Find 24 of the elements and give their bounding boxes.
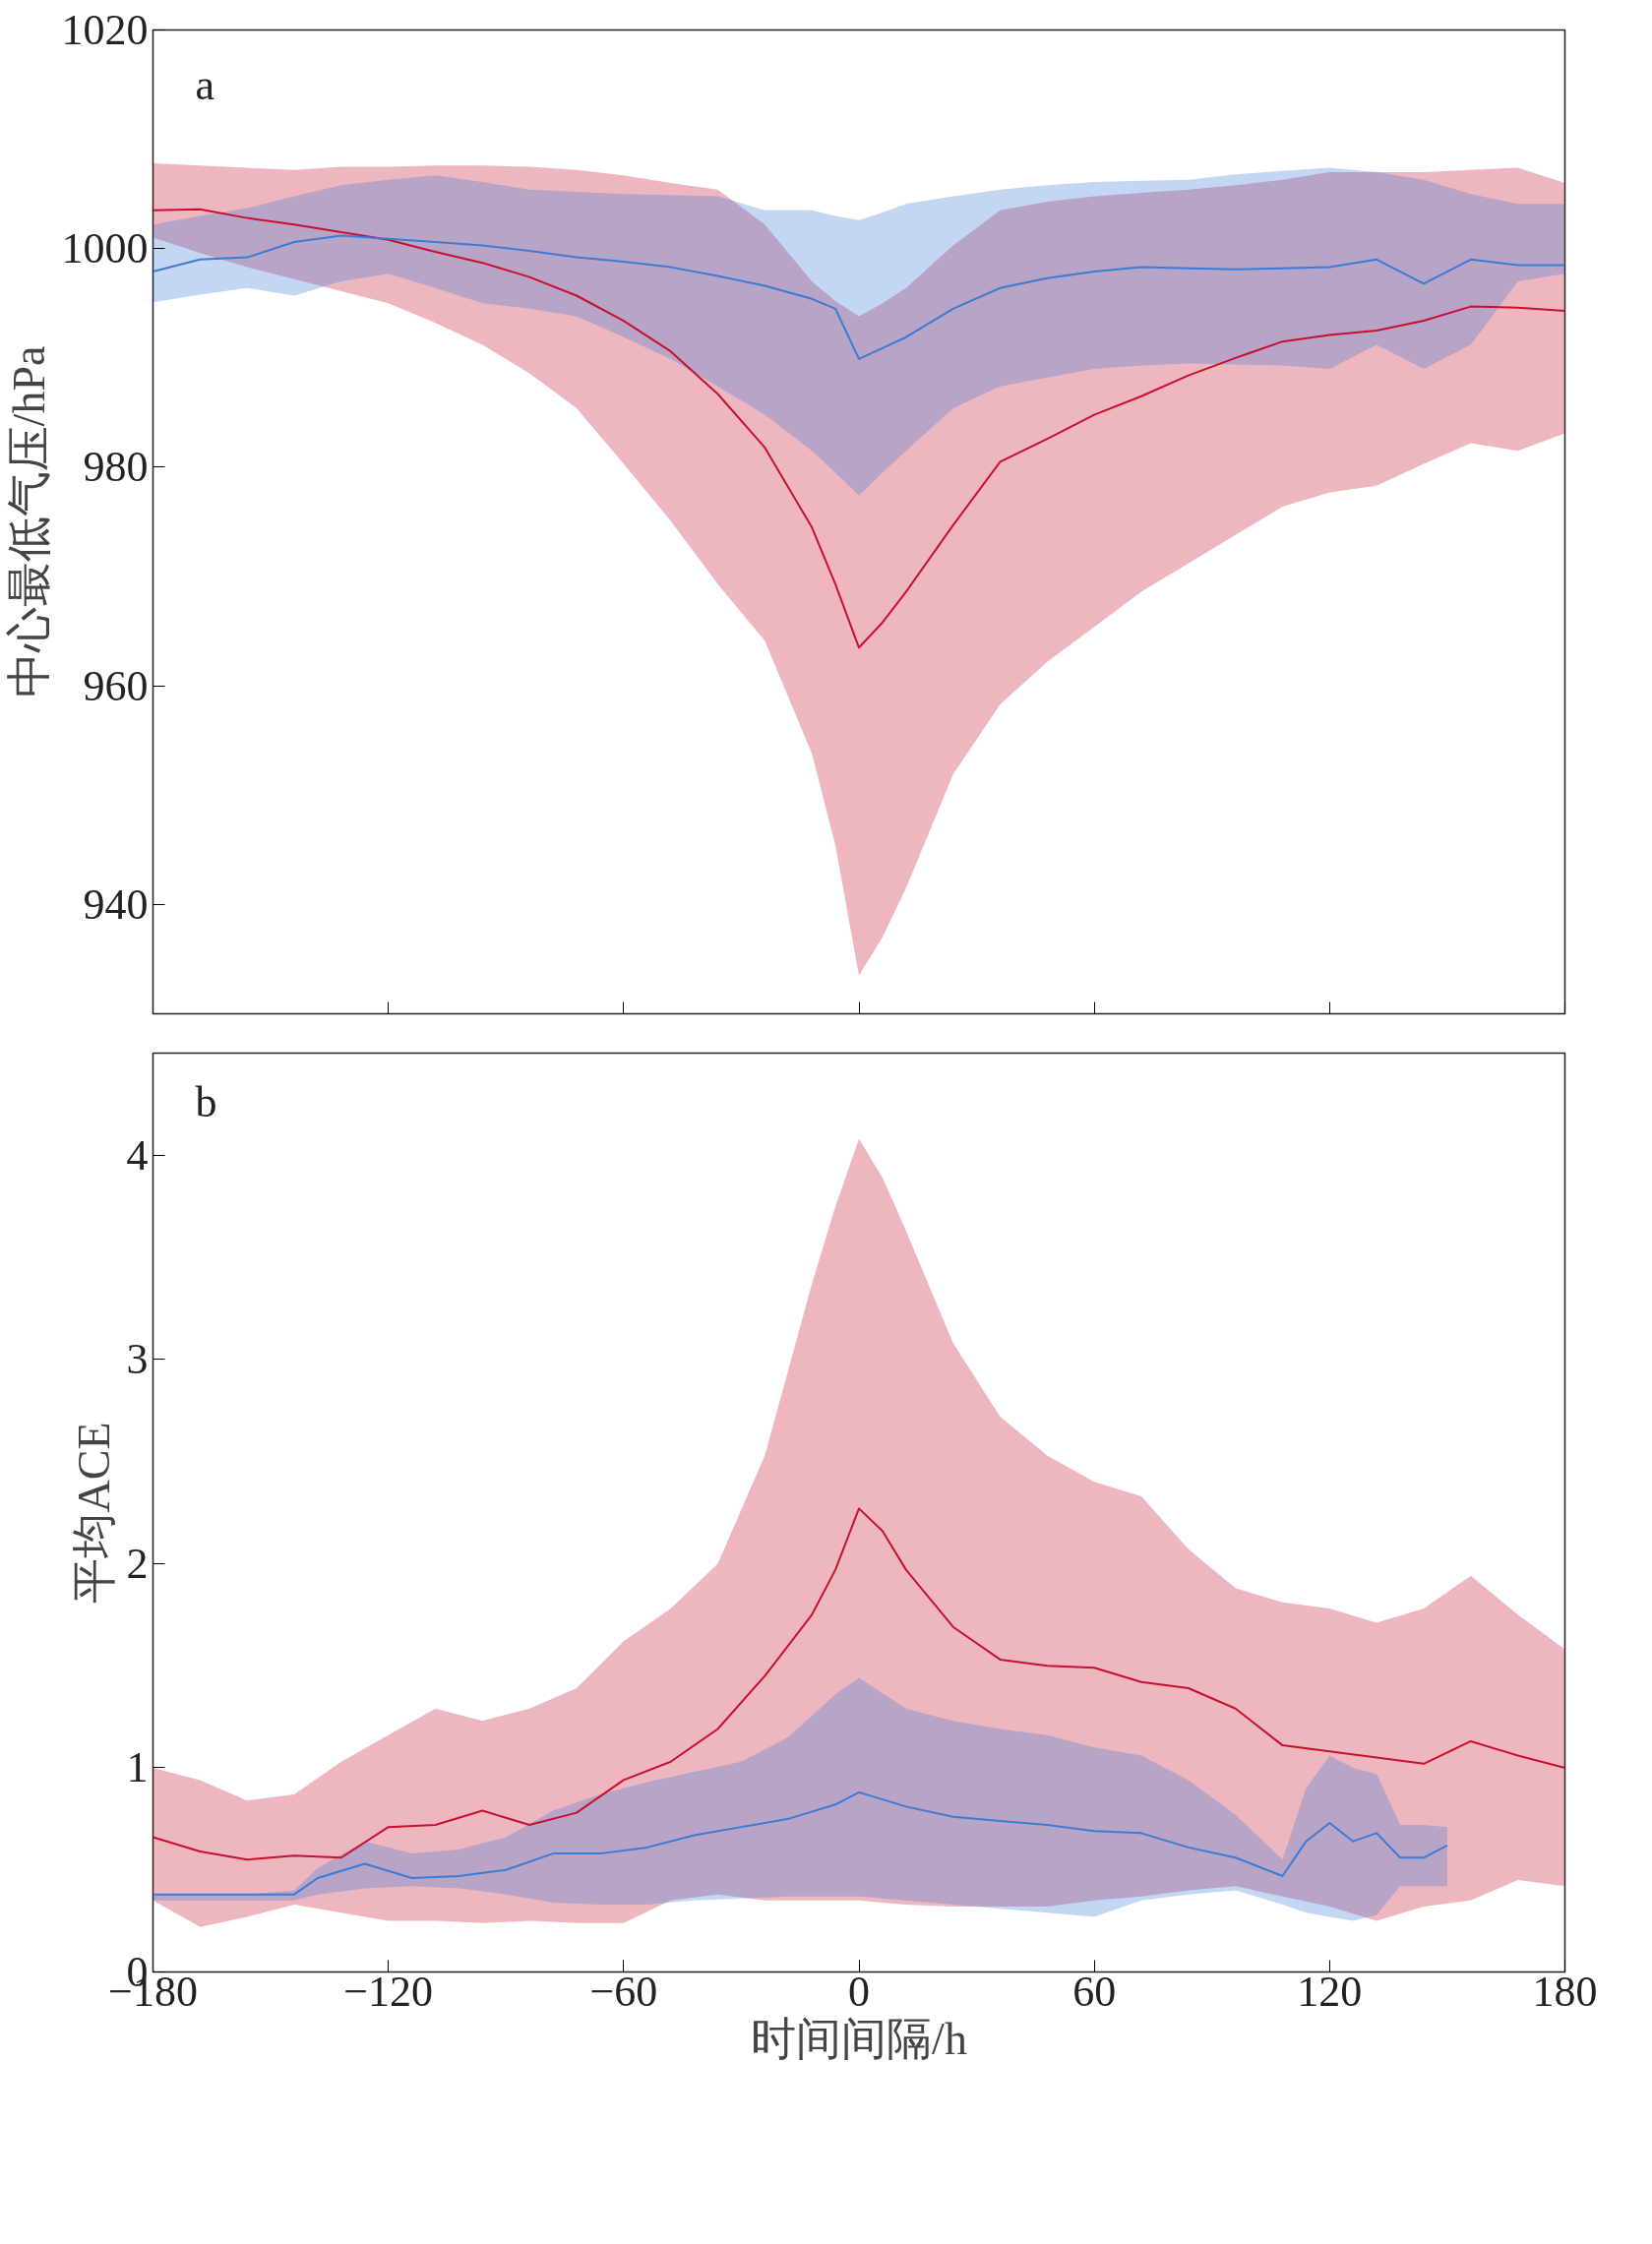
x-tick-label: 180 (1532, 1967, 1598, 2016)
y-tick-label: 1 (126, 1743, 149, 1792)
line-series (153, 1507, 1565, 1861)
y-axis-title: 平均ACE (68, 1422, 119, 1604)
line-series (153, 234, 1565, 360)
y-axis-title: 中心最低气压/hPa (3, 345, 54, 698)
y-tick-label: 1020 (61, 6, 149, 54)
x-tick-label: 120 (1297, 1967, 1363, 2016)
line-series (153, 1790, 1448, 1896)
annotation: a (195, 60, 215, 109)
y-tick-label: 2 (126, 1539, 149, 1588)
x-tick-label: 60 (1072, 1967, 1117, 2016)
x-tick-label: −120 (343, 1967, 434, 2016)
y-tick-label: 1000 (61, 224, 149, 273)
x-axis-title: 时间间隔/h (751, 2013, 967, 2064)
y-tick-label: 960 (83, 661, 149, 710)
line-series (153, 208, 1565, 649)
y-tick-label: 940 (83, 879, 149, 929)
annotation: b (195, 1078, 217, 1127)
x-tick-label: −60 (589, 1967, 658, 2016)
y-tick-label: 980 (83, 443, 149, 492)
y-tick-label: 3 (126, 1335, 149, 1384)
y-tick-label: 4 (126, 1130, 149, 1180)
x-tick-label: 0 (848, 1967, 870, 2016)
